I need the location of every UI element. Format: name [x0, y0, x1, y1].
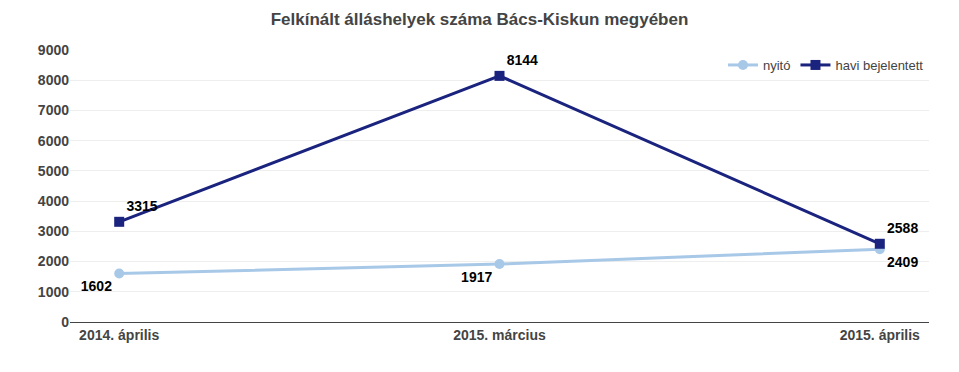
svg-text:5000: 5000: [38, 163, 69, 179]
svg-text:Felkínált álláshelyek száma Bá: Felkínált álláshelyek száma Bács-Kiskun …: [271, 10, 689, 29]
svg-text:3000: 3000: [38, 223, 69, 239]
svg-text:1917: 1917: [461, 269, 492, 285]
svg-text:3315: 3315: [126, 198, 157, 214]
svg-text:9000: 9000: [38, 42, 69, 58]
svg-text:7000: 7000: [38, 102, 69, 118]
svg-text:2015. március: 2015. március: [453, 327, 546, 343]
svg-text:6000: 6000: [38, 133, 69, 149]
svg-text:8000: 8000: [38, 72, 69, 88]
svg-text:2000: 2000: [38, 253, 69, 269]
svg-text:0: 0: [61, 314, 69, 330]
svg-text:1602: 1602: [81, 278, 112, 294]
svg-text:2409: 2409: [887, 254, 918, 270]
svg-text:2015. április: 2015. április: [840, 327, 920, 343]
svg-text:2588: 2588: [887, 220, 918, 236]
svg-text:1000: 1000: [38, 284, 69, 300]
svg-text:8144: 8144: [507, 52, 538, 68]
svg-text:nyitó: nyitó: [763, 58, 790, 73]
svg-text:2014. április: 2014. április: [79, 327, 159, 343]
svg-text:havi bejelentett: havi bejelentett: [835, 58, 923, 73]
svg-text:4000: 4000: [38, 193, 69, 209]
